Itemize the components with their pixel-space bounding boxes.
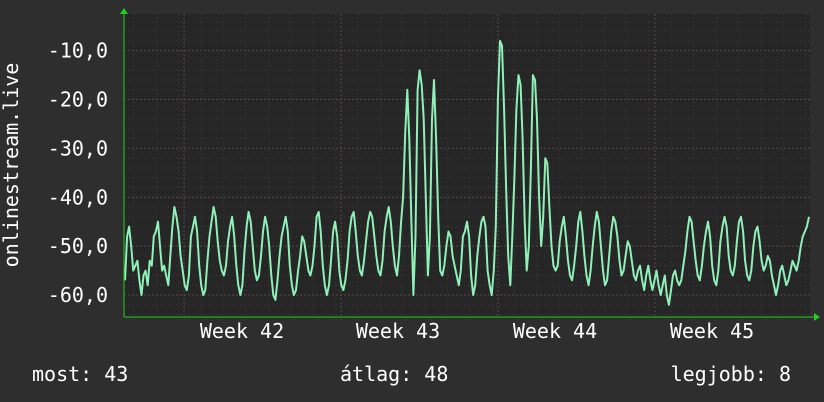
y-axis-ticks: -10,0 -20,0 -30,0 -40,0 -50,0 -60,0	[48, 39, 108, 307]
x-tick-label: Week 43	[356, 319, 440, 343]
footer-average: átlag: 48	[340, 362, 448, 386]
y-axis-arrow-icon	[120, 8, 128, 14]
x-tick-label: Week 44	[513, 319, 597, 343]
x-axis-ticks: Week 42 Week 43 Week 44 Week 45	[200, 319, 754, 343]
x-tick-label: Week 45	[670, 319, 754, 343]
series-line	[124, 39, 810, 306]
y-tick-label: -10,0	[48, 39, 108, 63]
x-tick-label: Week 42	[200, 319, 284, 343]
y-axis-label: onlinestream.live	[0, 63, 23, 268]
y-tick-label: -30,0	[48, 136, 108, 160]
y-tick-label: -40,0	[48, 185, 108, 209]
y-tick-label: -60,0	[48, 283, 108, 307]
y-tick-label: -50,0	[48, 234, 108, 258]
series	[124, 39, 810, 306]
y-tick-label: -20,0	[48, 88, 108, 112]
plot-area	[124, 14, 810, 317]
footer-now: most: 43	[32, 362, 128, 386]
x-axis-arrow-icon	[814, 313, 820, 321]
footer-best: legjobb: 8	[671, 362, 791, 386]
